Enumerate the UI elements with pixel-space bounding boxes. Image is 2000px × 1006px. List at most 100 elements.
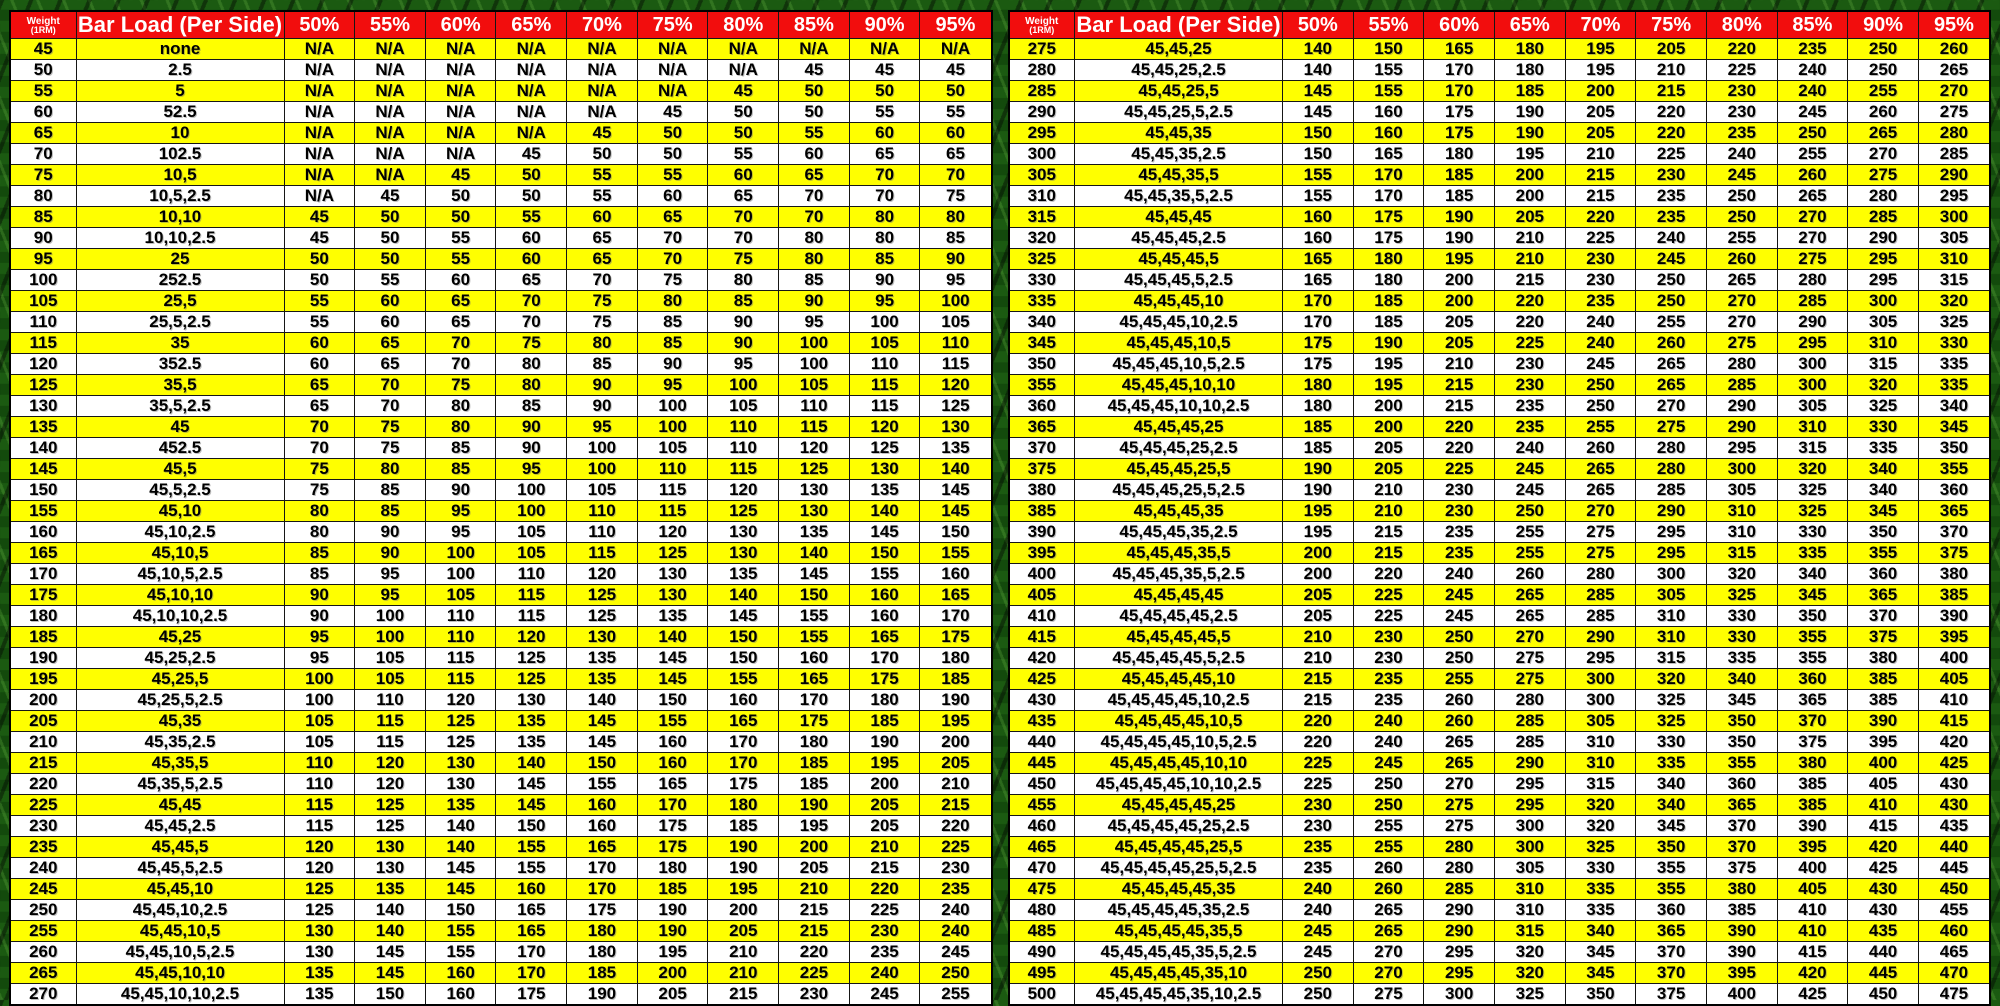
percent-value-cell: 180	[1493, 59, 1566, 81]
percent-value-cell: 240	[1705, 143, 1778, 165]
percent-value-cell: 145	[424, 857, 497, 879]
percent-value-cell: 150	[707, 647, 780, 669]
percent-value-cell: 275	[1564, 521, 1637, 543]
barload-cell: 45,45,45,45,35,10	[1074, 962, 1283, 984]
table-row: 95 25 50 50 55 60 65 70 75 80 85 90	[9, 248, 992, 270]
weight-cell: 80	[9, 185, 77, 207]
percent-value-cell: 240	[848, 962, 921, 984]
weight-cell: 280	[1008, 59, 1075, 81]
percent-value-cell: 355	[1776, 647, 1849, 669]
weight-cell: 485	[1008, 920, 1075, 942]
percent-value-cell: 115	[354, 710, 426, 732]
table-row: 65 10 N/A N/A N/A N/A 45 50 50 55 60 60	[9, 122, 992, 144]
percent-value-cell: 225	[1352, 605, 1425, 627]
percent-value-cell: 170	[778, 689, 850, 711]
percent-value-cell: 235	[848, 941, 921, 963]
table-row: 150 45,5,2.5 75 85 90 100 105 115 120 130 135 145	[9, 479, 992, 501]
percent-value-cell: 115	[636, 479, 709, 501]
percent-value-cell: 185	[707, 815, 780, 837]
percent-value-cell: 435	[1847, 920, 1919, 942]
table-row: 425 45,45,45,45,10 215 235 255 275 300 320 340 36…	[1008, 668, 1991, 690]
percent-value-cell: 270	[1917, 80, 1991, 102]
weight-cell: 190	[9, 647, 77, 669]
percent-value-cell: 80	[778, 248, 850, 270]
percent-value-cell: 145	[566, 731, 638, 753]
percent-value-cell: 395	[1776, 836, 1849, 858]
percent-value-cell: 295	[1917, 185, 1991, 207]
percent-value-cell: 165	[848, 626, 921, 648]
barload-cell: 45,10	[75, 500, 285, 522]
percent-value-cell: 210	[1282, 626, 1354, 648]
percent-value-cell: 225	[1705, 59, 1778, 81]
percent-value-cell: 145	[424, 878, 497, 900]
percent-value-cell: 115	[566, 542, 638, 564]
percent-value-cell: 145	[919, 479, 992, 501]
percent-value-cell: 240	[1423, 563, 1495, 585]
percent-value-cell: 155	[778, 626, 850, 648]
percent-value-cell: 55	[919, 101, 992, 123]
percent-value-cell: 100	[424, 563, 497, 585]
percent-value-cell: 425	[1847, 857, 1919, 879]
percent-value-cell: 135	[354, 878, 426, 900]
percent-header-65: 65%	[1493, 10, 1566, 39]
percent-value-cell: 410	[1776, 899, 1849, 921]
weight-header-line2: (1RM)	[30, 24, 56, 35]
barload-cell: 45,45,45,45,35,5	[1074, 920, 1283, 942]
percent-value-cell: 250	[1352, 794, 1425, 816]
percent-value-cell: 70	[636, 248, 709, 270]
percent-value-cell: 395	[1847, 731, 1919, 753]
percent-value-cell: 205	[1423, 332, 1495, 354]
percent-value-cell: 160	[848, 584, 921, 606]
percent-value-cell: 240	[1282, 878, 1354, 900]
percent-value-cell: 210	[1493, 227, 1566, 249]
table-row: 440 45,45,45,45,10,5,2.5 220 240 265 285 310 33…	[1008, 731, 1991, 753]
percent-value-cell: 340	[1917, 395, 1991, 417]
percent-value-cell: 180	[848, 689, 921, 711]
percent-header-70: 70%	[566, 10, 638, 39]
percent-value-cell: 160	[778, 647, 850, 669]
percent-value-cell: 70	[354, 374, 426, 396]
percent-value-cell: 70	[495, 311, 568, 333]
percent-value-cell: 60	[283, 353, 356, 375]
percent-value-cell: 250	[1282, 962, 1354, 984]
percent-value-cell: N/A	[636, 38, 709, 60]
percent-header-85: 85%	[778, 10, 850, 39]
weight-cell: 500	[1008, 983, 1075, 1006]
percent-value-cell: 105	[283, 731, 356, 753]
percent-value-cell: 430	[1847, 899, 1919, 921]
barload-cell: 45,45,45,5	[1074, 248, 1283, 270]
percent-value-cell: 335	[1917, 374, 1991, 396]
percent-value-cell: N/A	[919, 38, 992, 60]
percent-value-cell: 125	[636, 542, 709, 564]
percent-value-cell: 135	[919, 437, 992, 459]
percent-value-cell: 140	[707, 584, 780, 606]
percent-value-cell: 60	[636, 185, 709, 207]
barload-cell: 10,5	[75, 164, 285, 186]
percent-value-cell: 200	[1423, 269, 1495, 291]
percent-value-cell: 340	[1776, 563, 1849, 585]
percent-value-cell: 100	[283, 668, 356, 690]
table-row: 365 45,45,45,25 185 200 220 235 255 275 290 310 33…	[1008, 416, 1991, 438]
weight-cell: 235	[9, 836, 77, 858]
percent-value-cell: 75	[495, 332, 568, 354]
weight-header-line1: Weight	[26, 15, 60, 27]
percent-value-cell: N/A	[707, 38, 780, 60]
percent-value-cell: N/A	[354, 80, 426, 102]
percent-value-cell: 120	[566, 563, 638, 585]
weight-cell: 440	[1008, 731, 1075, 753]
percent-header-90: 90%	[1847, 10, 1919, 39]
table-row: 355 45,45,45,10,10 180 195 215 230 250 265 285 30…	[1008, 374, 1991, 396]
percent-value-cell: 370	[1635, 941, 1707, 963]
percent-value-cell: 335	[1564, 878, 1637, 900]
percent-value-cell: 375	[1776, 731, 1849, 753]
percent-value-cell: 230	[1564, 248, 1637, 270]
barload-cell: 45,45,25	[1074, 38, 1283, 60]
percent-value-cell: 450	[1917, 878, 1991, 900]
percent-value-cell: 245	[1564, 353, 1637, 375]
percent-value-cell: 140	[1282, 38, 1354, 60]
percent-value-cell: 295	[1776, 332, 1849, 354]
weight-cell: 105	[9, 290, 77, 312]
weight-cell: 435	[1008, 710, 1075, 732]
percent-value-cell: 235	[1423, 542, 1495, 564]
percent-value-cell: 205	[1282, 605, 1354, 627]
